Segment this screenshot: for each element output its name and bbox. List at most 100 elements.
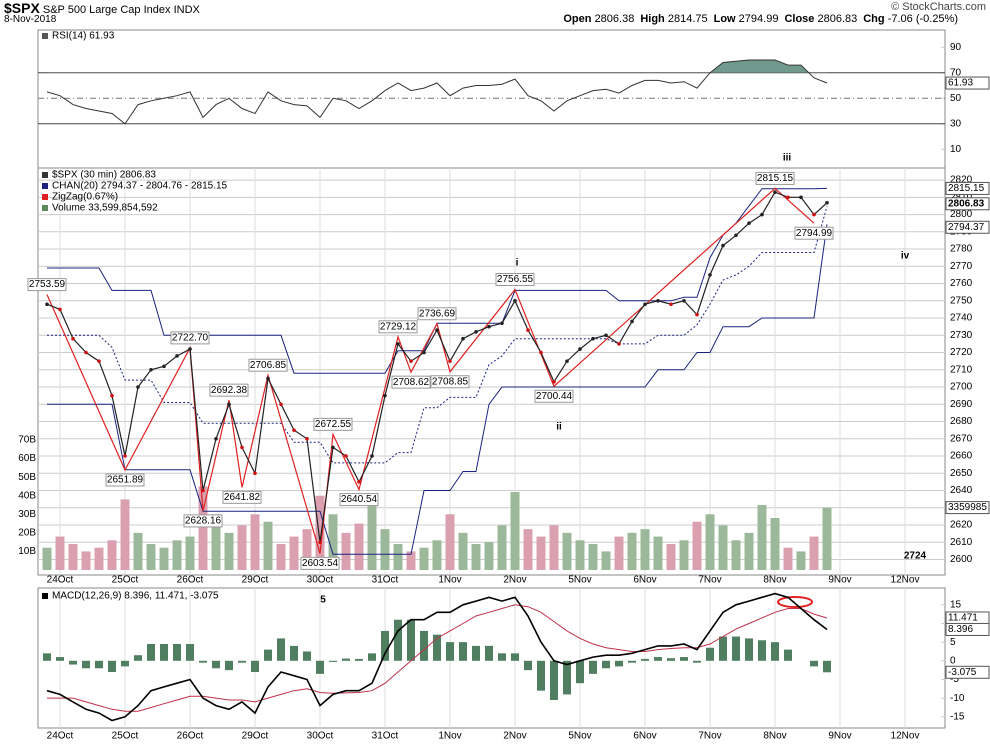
histogram-bar [732,636,740,661]
x-tick-label: 7Nov [698,575,721,586]
annotation: ii [556,422,562,433]
price-point [357,480,361,484]
histogram-bar [394,619,402,661]
volume-bar [42,547,52,570]
y-tick-label: 2600 [950,554,973,565]
volume-bar [133,532,143,570]
pivot-box [339,493,379,507]
value-box-label: 61.93 [948,78,973,89]
volume-bar [471,544,481,570]
x-tick-label: 25Oct [112,575,139,586]
volume-bar [159,547,169,570]
x-tick-label: 6Nov [633,575,656,586]
price-point [136,385,140,389]
rsi-title: RSI(14) 61.93 [52,31,115,42]
volume-bar [172,540,182,570]
price-point [513,298,517,303]
histogram-bar [56,657,64,661]
x-tick-label: 31Oct [372,575,399,586]
volume-bar [601,551,611,570]
price-point [45,302,49,307]
volume-tick-label: 10B [18,546,36,557]
histogram-bar [355,658,363,661]
histogram-bar [823,660,831,673]
histogram-bar [108,660,116,672]
histogram-bar [199,660,207,663]
price-point [58,307,62,312]
y-tick-label: 2620 [950,520,973,531]
price-point [682,298,686,303]
pivot-box [170,331,210,345]
volume-bar [406,551,416,570]
volume-bar [640,529,650,570]
price-point [331,445,335,450]
price-point [526,328,530,332]
value-box [945,181,990,195]
price-point [825,200,829,205]
volume-bar [757,505,767,570]
volume-bar [211,514,221,570]
volume-bar [328,514,338,570]
volume-bar [562,532,572,570]
histogram-bar [251,660,259,672]
volume-bar [367,495,377,570]
credit: © StockCharts.com [891,1,986,13]
volume-bar [783,547,793,570]
pivot-label: 2641.82 [224,492,261,503]
highlight-ellipse [777,596,813,608]
quote-value: 2814.75 [667,13,708,25]
annotation: 5 [320,595,326,606]
price-point [97,359,101,363]
y-tick-label: 2780 [950,244,973,255]
histogram-bar [485,645,493,661]
volume-bar [510,492,520,570]
volume-tick-label: 40B [18,490,36,501]
price-point [188,347,192,351]
value-box-label: 2806.83 [948,198,985,209]
price-point [812,212,816,217]
histogram-bar [576,660,584,684]
quote-label: Close [784,13,815,25]
channel-lower [47,224,828,555]
y-tick-label: 2770 [950,261,973,272]
y-tick-label: 15 [950,599,962,610]
price-point [370,454,374,458]
legend-entry: ZigZag(0.67%) [52,192,118,203]
histogram-bar [667,658,675,661]
x-tick-label: 1Nov [438,575,461,586]
volume-bar [744,532,754,570]
x-tick-label: 25Oct [112,731,139,742]
histogram-bar [550,660,558,700]
volume-tick-label: 30B [18,509,36,520]
histogram-bar [680,657,688,661]
quote-label: Open [563,13,592,25]
x-tick-label: 26Oct [177,731,204,742]
histogram-bar [225,660,233,671]
y-tick-label: 2610 [950,537,973,548]
volume-bar [341,532,351,570]
histogram-bar [524,660,532,671]
volume-bar [250,514,260,570]
y-tick-label: 2690 [950,399,973,410]
volume-bar [484,542,494,570]
signal-line [47,604,828,712]
value-box [945,197,990,211]
volume-bar [653,536,663,570]
price-point [799,195,803,200]
volume-bar [822,507,832,570]
price-point [71,336,75,341]
x-tick-label: 9Nov [828,731,851,742]
price-point [110,393,114,398]
volume-tick-label: 20B [18,527,36,538]
x-tick-label: 26Oct [177,575,204,586]
index-name: S&P 500 Large Cap Index [42,4,171,16]
histogram-bar [407,619,415,661]
value-box-label: 2815.15 [948,183,985,194]
header: $SPX S&P 500 Large Cap Index INDX 8-Nov-… [4,0,200,25]
histogram-bar [420,630,428,661]
price-point [448,359,452,363]
legend-entry: $SPX (30 min) 2806.83 [52,170,156,181]
y-tick-label: 2680 [950,416,973,427]
y-tick-label: 2640 [950,485,973,496]
